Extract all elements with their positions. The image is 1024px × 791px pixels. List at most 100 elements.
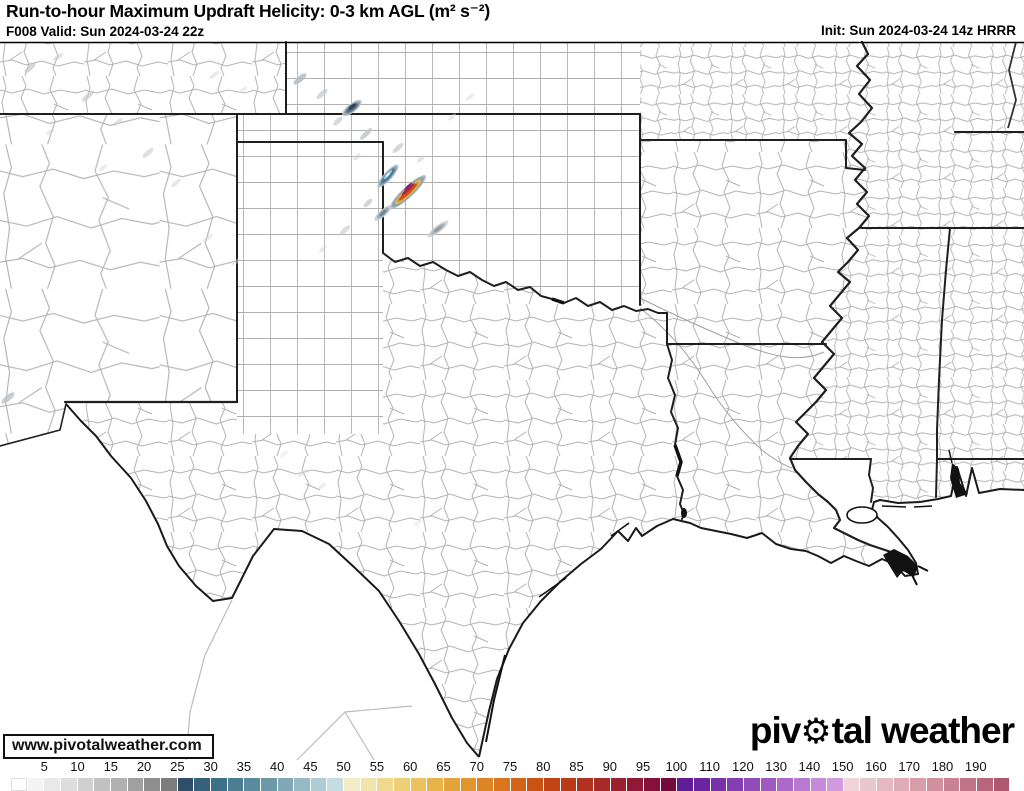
gulf-coastline bbox=[478, 466, 1024, 758]
colorbar-cell bbox=[742, 778, 760, 791]
colorbar-tick: 45 bbox=[303, 759, 318, 774]
helicity-streak bbox=[317, 482, 327, 490]
helicity-streak bbox=[45, 128, 55, 136]
page-title: Run-to-hour Maximum Updraft Helicity: 0-… bbox=[6, 1, 490, 21]
watermark-link[interactable]: www.pivotalweather.com bbox=[3, 734, 214, 759]
colorbar-tick: 85 bbox=[569, 759, 584, 774]
colorbar-cell bbox=[876, 778, 893, 791]
colorbar-cell bbox=[243, 778, 260, 791]
helicity-streak bbox=[434, 225, 442, 233]
colorbar-cell bbox=[992, 778, 1010, 791]
colorbar-cell bbox=[842, 778, 860, 791]
colorbar-cell bbox=[43, 778, 60, 791]
helicity-streak bbox=[359, 128, 373, 140]
colorbar-cell bbox=[393, 778, 410, 791]
helicity-streak bbox=[113, 117, 123, 127]
helicity-streak bbox=[232, 258, 240, 266]
helicity-streak bbox=[171, 178, 181, 188]
colorbar-tick: 40 bbox=[269, 759, 285, 774]
colorbar-cell bbox=[559, 778, 577, 791]
water-features-layer bbox=[485, 297, 968, 743]
colorbar-cell bbox=[426, 778, 444, 791]
county-boundaries-layer bbox=[0, 42, 1024, 757]
colorbar-cell bbox=[343, 778, 360, 791]
colorbar-cell bbox=[109, 778, 127, 791]
helicity-streak bbox=[379, 209, 387, 217]
valid-time-label: F008 Valid: Sun 2024-03-24 22z bbox=[6, 24, 205, 39]
colorbar-cell bbox=[259, 778, 277, 791]
helicity-streak bbox=[209, 70, 219, 80]
colorbar-tick: 75 bbox=[502, 759, 518, 774]
colorbar-cell bbox=[826, 778, 843, 791]
colorbar-tick: 30 bbox=[203, 759, 218, 774]
colorbar-tick: 20 bbox=[136, 759, 152, 774]
helicity-streak bbox=[447, 113, 457, 121]
helicity-streak bbox=[298, 468, 308, 478]
colorbar-cell bbox=[726, 778, 743, 791]
helicity-streak bbox=[386, 172, 390, 177]
colorbar-cell bbox=[526, 778, 543, 791]
helicity-streak bbox=[363, 198, 373, 208]
colorbar-cell bbox=[509, 778, 527, 791]
colorbar-cell bbox=[11, 778, 27, 791]
colorbar-cell bbox=[476, 778, 494, 791]
helicity-streak bbox=[401, 183, 415, 196]
colorbar-cell bbox=[809, 778, 827, 791]
colorbar-cell bbox=[792, 778, 810, 791]
pivotal-weather-logo: piv⚙tal weather bbox=[750, 710, 1015, 752]
colorbar-cell bbox=[409, 778, 427, 791]
colorbar-cell bbox=[859, 778, 877, 791]
colorbar-cell bbox=[159, 778, 177, 791]
helicity-streak bbox=[142, 147, 154, 159]
colorbar-tick: 55 bbox=[369, 759, 385, 774]
init-time-label: Init: Sun 2024-03-24 14z HRRR bbox=[820, 23, 1016, 38]
colorbar-tick: 90 bbox=[602, 759, 618, 774]
colorbar-tick: 80 bbox=[536, 759, 551, 774]
colorbar-tick: 180 bbox=[931, 759, 954, 774]
colorbar-tick: 110 bbox=[699, 759, 720, 774]
colorbar-cell bbox=[276, 778, 294, 791]
colorbar-cell bbox=[543, 778, 560, 791]
colorbar-cell bbox=[676, 778, 693, 791]
colorbar-tick: 65 bbox=[436, 759, 451, 774]
helicity-streak bbox=[404, 182, 413, 191]
helicity-streak bbox=[24, 63, 36, 73]
colorbar-cell bbox=[176, 778, 194, 791]
colorbar-tick: 170 bbox=[898, 759, 921, 774]
colorbar-cell bbox=[443, 778, 460, 791]
colorbar-cell bbox=[609, 778, 627, 791]
helicity-streak bbox=[333, 116, 343, 126]
helicity-streak bbox=[81, 90, 95, 102]
colorbar-cell bbox=[193, 778, 210, 791]
colorbar-tick: 15 bbox=[103, 759, 119, 774]
colorbar-cell bbox=[576, 778, 593, 791]
colorbar-tick: 150 bbox=[831, 759, 854, 774]
helicity-streak bbox=[353, 153, 361, 161]
colorbar-tick: 25 bbox=[170, 759, 185, 774]
colorbar-cell bbox=[309, 778, 327, 791]
colorbar-cell bbox=[976, 778, 993, 791]
gear-icon: ⚙ bbox=[800, 712, 832, 751]
logo-text-right: tal weather bbox=[831, 710, 1015, 751]
helicity-streak bbox=[1, 392, 15, 404]
colorbar-cell bbox=[892, 778, 910, 791]
colorbar-cell bbox=[293, 778, 310, 791]
colorbar-tick: 5 bbox=[40, 759, 48, 774]
colorbar-tick: 50 bbox=[336, 759, 351, 774]
helicity-streak bbox=[416, 155, 426, 163]
colorbar-cell bbox=[326, 778, 344, 791]
helicity-streak bbox=[348, 103, 356, 110]
colorbar-cell bbox=[26, 778, 44, 791]
helicity-streak bbox=[339, 225, 351, 235]
helicity-streak bbox=[392, 142, 404, 154]
colorbar-tick: 95 bbox=[635, 759, 651, 774]
colorbar-cell bbox=[226, 778, 244, 791]
colorbar-cell bbox=[692, 778, 710, 791]
colorbar-cell bbox=[942, 778, 960, 791]
helicity-streak bbox=[399, 183, 417, 201]
helicity-streak bbox=[293, 73, 307, 85]
colorbar-cell bbox=[359, 778, 377, 791]
helicity-streak bbox=[52, 53, 64, 61]
colorbar-tick: 35 bbox=[236, 759, 252, 774]
